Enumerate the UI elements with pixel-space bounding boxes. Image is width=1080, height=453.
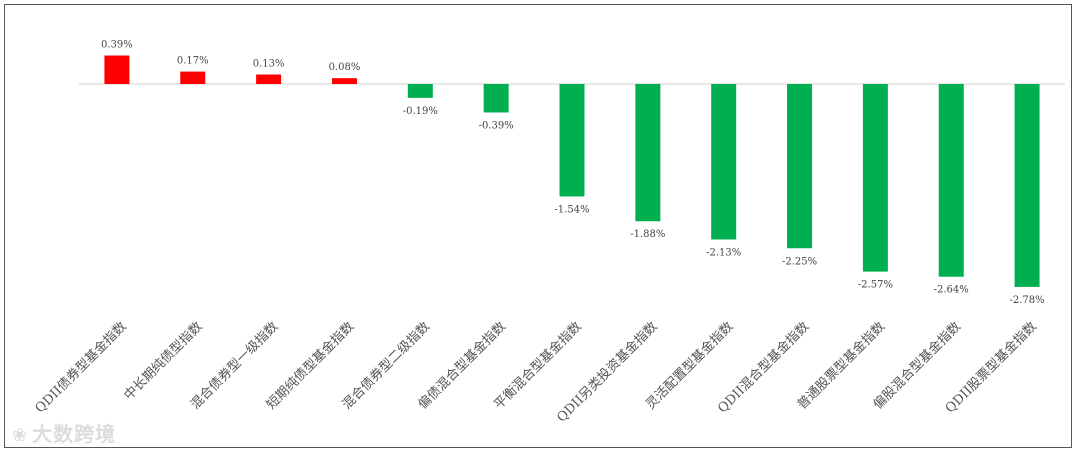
data-label-7: -1.88% — [630, 229, 665, 240]
bar-2 — [256, 74, 282, 84]
data-label-6: -1.54% — [554, 204, 589, 215]
bar-chart: 0.39%QDII债券型基金指数0.17%中长期纯债型指数0.13%混合债券型一… — [32, 40, 1065, 426]
bar-11 — [938, 84, 964, 277]
category-label-1: 中长期纯债型指数 — [121, 319, 205, 403]
bar-1 — [180, 71, 206, 84]
watermark: ❀ 大数跨境 — [12, 418, 116, 447]
bar-3 — [331, 78, 357, 84]
data-label-12: -2.78% — [1009, 295, 1044, 306]
data-label-4: -0.19% — [403, 106, 438, 117]
chart-frame: 0.39% QDII债券型基金指数 0.17% 中长期纯债型指数 0.13% 混合债券型一… — [4, 4, 1072, 448]
data-label-0: 0.39% — [101, 40, 133, 51]
data-label-11: -2.64% — [934, 285, 969, 296]
bar-10 — [862, 84, 888, 272]
bar-9 — [787, 84, 813, 249]
bar-8 — [711, 84, 737, 240]
bar-0 — [104, 55, 130, 84]
watermark-text: 大数跨境 — [32, 422, 117, 446]
bar-5 — [483, 84, 509, 113]
data-label-10: -2.57% — [858, 280, 893, 291]
bar-4 — [407, 84, 433, 98]
bar-12 — [1014, 84, 1040, 287]
data-label-5: -0.39% — [479, 120, 514, 131]
data-label-3: 0.08% — [329, 62, 361, 73]
bar-7 — [635, 84, 661, 222]
data-label-8: -2.13% — [706, 247, 741, 258]
category-label-0: QDII债券型基金指数 — [32, 319, 130, 417]
data-label-9: -2.25% — [782, 256, 817, 267]
bar-6 — [559, 84, 585, 197]
data-label-2: 0.13% — [253, 59, 285, 70]
dashuju-logo-icon: ❀ — [12, 425, 29, 446]
data-label-1: 0.17% — [177, 56, 209, 67]
